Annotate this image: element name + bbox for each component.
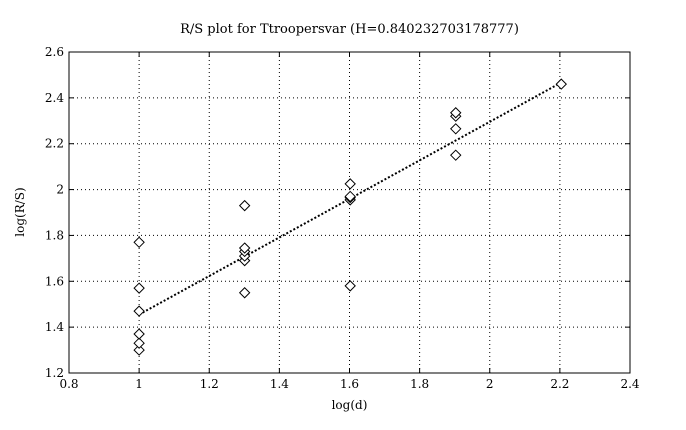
- data-point-diamond: [344, 178, 356, 190]
- y-axis-ticks: 1.2 1.4 1.6 1.8 2 2.2 2.4 2.6: [45, 45, 630, 380]
- data-point-diamond: [133, 344, 145, 356]
- x-tick-label: 1.8: [410, 377, 429, 391]
- y-tick-label: 2.6: [45, 45, 64, 59]
- chart-title: R/S plot for Ttroopersvar (H=0.840232703…: [180, 22, 519, 37]
- y-axis-label: log(R/S): [13, 187, 27, 237]
- data-point-diamond: [133, 305, 145, 317]
- x-tick-label: 2.4: [620, 377, 639, 391]
- x-axis-label: log(d): [331, 398, 368, 412]
- y-tick-label: 2.4: [45, 91, 64, 105]
- grid-lines: [69, 52, 630, 373]
- x-tick-label: 0.8: [59, 377, 78, 391]
- x-tick-label: 1: [135, 377, 143, 391]
- y-tick-label: 2: [56, 183, 64, 197]
- data-point-diamond: [133, 328, 145, 340]
- y-tick-label: 1.2: [45, 366, 64, 380]
- x-tick-label: 1.4: [270, 377, 289, 391]
- x-axis-ticks: 0.8 1 1.2 1.4 1.6 1.8 2 2.2 2.4: [59, 52, 640, 391]
- data-point-diamond: [450, 107, 462, 119]
- y-tick-label: 1.8: [45, 228, 64, 242]
- y-tick-label: 2.2: [45, 137, 64, 151]
- data-point-diamond: [344, 280, 356, 292]
- x-tick-label: 1.2: [200, 377, 219, 391]
- x-tick-label: 1.6: [340, 377, 359, 391]
- x-tick-label: 2.2: [550, 377, 569, 391]
- data-point-diamond: [133, 236, 145, 249]
- data-points: [133, 78, 567, 356]
- y-tick-label: 1.6: [45, 274, 64, 288]
- data-point-diamond: [450, 149, 462, 161]
- data-point-diamond: [344, 190, 356, 203]
- data-point-diamond: [238, 287, 251, 299]
- data-point-diamond: [555, 78, 567, 90]
- data-point-diamond: [238, 199, 251, 212]
- data-point-diamond: [133, 282, 145, 294]
- data-point-diamond: [450, 123, 462, 135]
- data-point-diamond: [238, 242, 251, 254]
- data-point-diamond: [133, 337, 145, 349]
- y-tick-label: 1.4: [45, 320, 64, 334]
- x-tick-label: 2: [486, 377, 494, 391]
